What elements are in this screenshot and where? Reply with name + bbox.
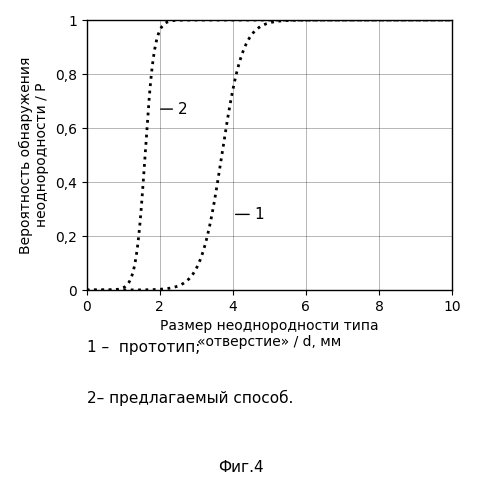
Text: 2: 2 — [160, 102, 187, 116]
Text: 2– предлагаемый способ.: 2– предлагаемый способ. — [86, 390, 292, 406]
Text: 1: 1 — [235, 207, 264, 222]
Y-axis label: Вероятность обнаружения
неоднородности / P: Вероятность обнаружения неоднородности /… — [19, 56, 49, 254]
X-axis label: Размер неоднородности типа
«отверстие» / d, мм: Размер неоднородности типа «отверстие» /… — [160, 320, 378, 350]
Text: 1 –  прототип;: 1 – прототип; — [86, 340, 200, 355]
Text: Фиг.4: Фиг.4 — [217, 460, 263, 475]
